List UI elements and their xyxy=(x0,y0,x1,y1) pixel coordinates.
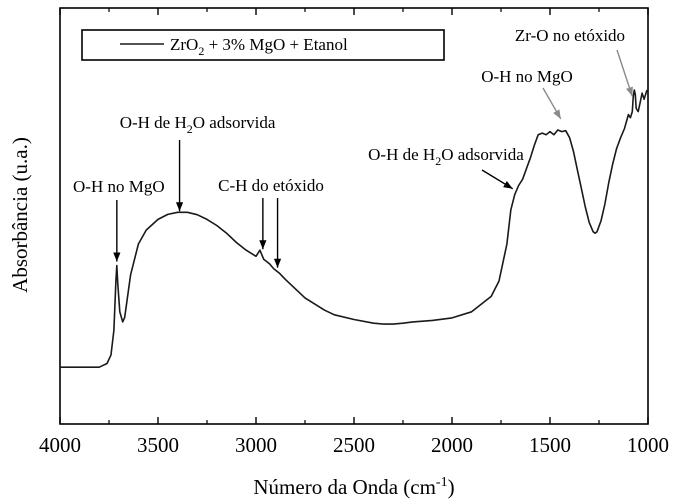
x-axis-tick-labels: 4000 3500 3000 2500 2000 1500 1000 xyxy=(39,433,669,457)
annotation-arrow-head xyxy=(626,86,633,97)
x-tick-label: 3000 xyxy=(235,433,277,457)
peak-annotations: O-H no MgO O-H de H2O adsorvida C-H do etó… xyxy=(73,26,633,268)
legend-box xyxy=(81,29,445,61)
x-tick-label: 2500 xyxy=(333,433,375,457)
x-axis-label: Número da Onda (cm-1) xyxy=(253,475,454,499)
annotation-label: C-H do etóxido xyxy=(218,176,324,195)
annotation-arrow-head xyxy=(259,240,267,250)
x-axis-ticks xyxy=(59,8,649,424)
legend: ZrO2 + 3% MgO + Etanol xyxy=(81,29,445,61)
annotation-label: O-H no MgO xyxy=(73,177,165,196)
annotation-label: Zr-O no etóxido xyxy=(515,26,625,45)
x-tick-label: 3500 xyxy=(137,433,179,457)
x-tick-label: 1000 xyxy=(627,433,669,457)
series-line xyxy=(60,89,648,368)
annotation-label: O-H de H2O adsorvida xyxy=(120,113,276,136)
annotation-arrow-head xyxy=(553,109,561,119)
legend-label: ZrO2 + 3% MgO + Etanol xyxy=(170,35,348,58)
annotation-arrow-head xyxy=(273,258,282,268)
annotation-label: O-H de H2O adsorvida xyxy=(368,145,524,168)
annotation-arrow-head xyxy=(503,180,513,189)
x-tick-label: 4000 xyxy=(39,433,81,457)
x-tick-label: 1500 xyxy=(529,433,571,457)
annotation-label: O-H no MgO xyxy=(481,67,573,86)
x-tick-label: 2000 xyxy=(431,433,473,457)
y-axis-label: Absorbância (u.a.) xyxy=(8,137,32,293)
annotation-arrow-head xyxy=(113,252,121,262)
annotation-arrow-head xyxy=(175,202,184,212)
